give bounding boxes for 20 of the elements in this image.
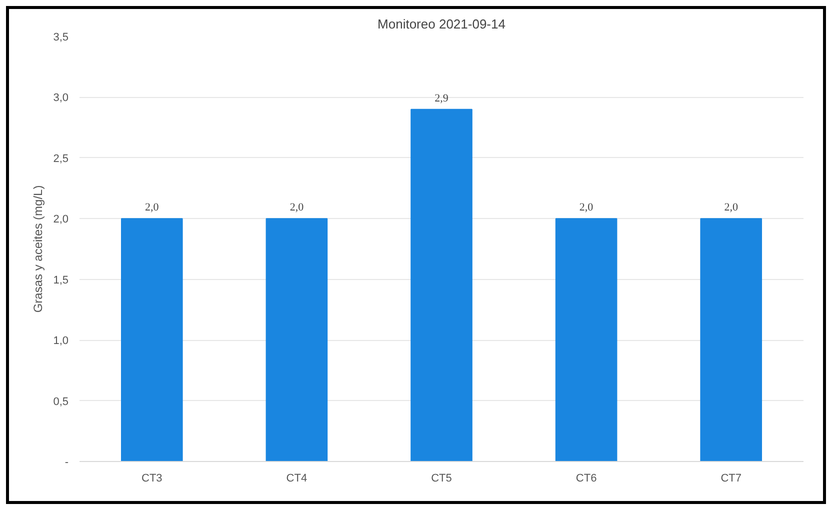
x-tick-label: CT6	[576, 472, 597, 484]
data-label: 2,0	[579, 202, 594, 214]
y-tick-label: -	[64, 456, 69, 468]
x-tick-label: CT3	[142, 472, 162, 484]
data-label: 2,0	[145, 202, 160, 214]
chart-title: Monitoreo 2021-09-14	[378, 16, 506, 32]
data-label: 2,0	[290, 202, 304, 214]
x-tick-label: CT4	[286, 472, 308, 484]
x-tick-label: CT5	[431, 472, 452, 484]
y-tick-label: 2,5	[53, 152, 69, 165]
y-tick-label: 3,0	[53, 92, 69, 104]
data-label: 2,0	[724, 202, 738, 214]
x-tick-label: CT7	[720, 472, 742, 484]
y-axis-title: Grasas y aceites (mg/L)	[31, 185, 46, 313]
y-tick-label: 0,5	[53, 396, 69, 408]
y-tick-label: 1,0	[53, 335, 69, 348]
y-tick-label: 3,5	[53, 32, 69, 44]
data-label: 2,9	[434, 92, 449, 104]
y-tick-label: 2,0	[53, 214, 69, 226]
y-tick-label: 1,5	[53, 274, 69, 286]
